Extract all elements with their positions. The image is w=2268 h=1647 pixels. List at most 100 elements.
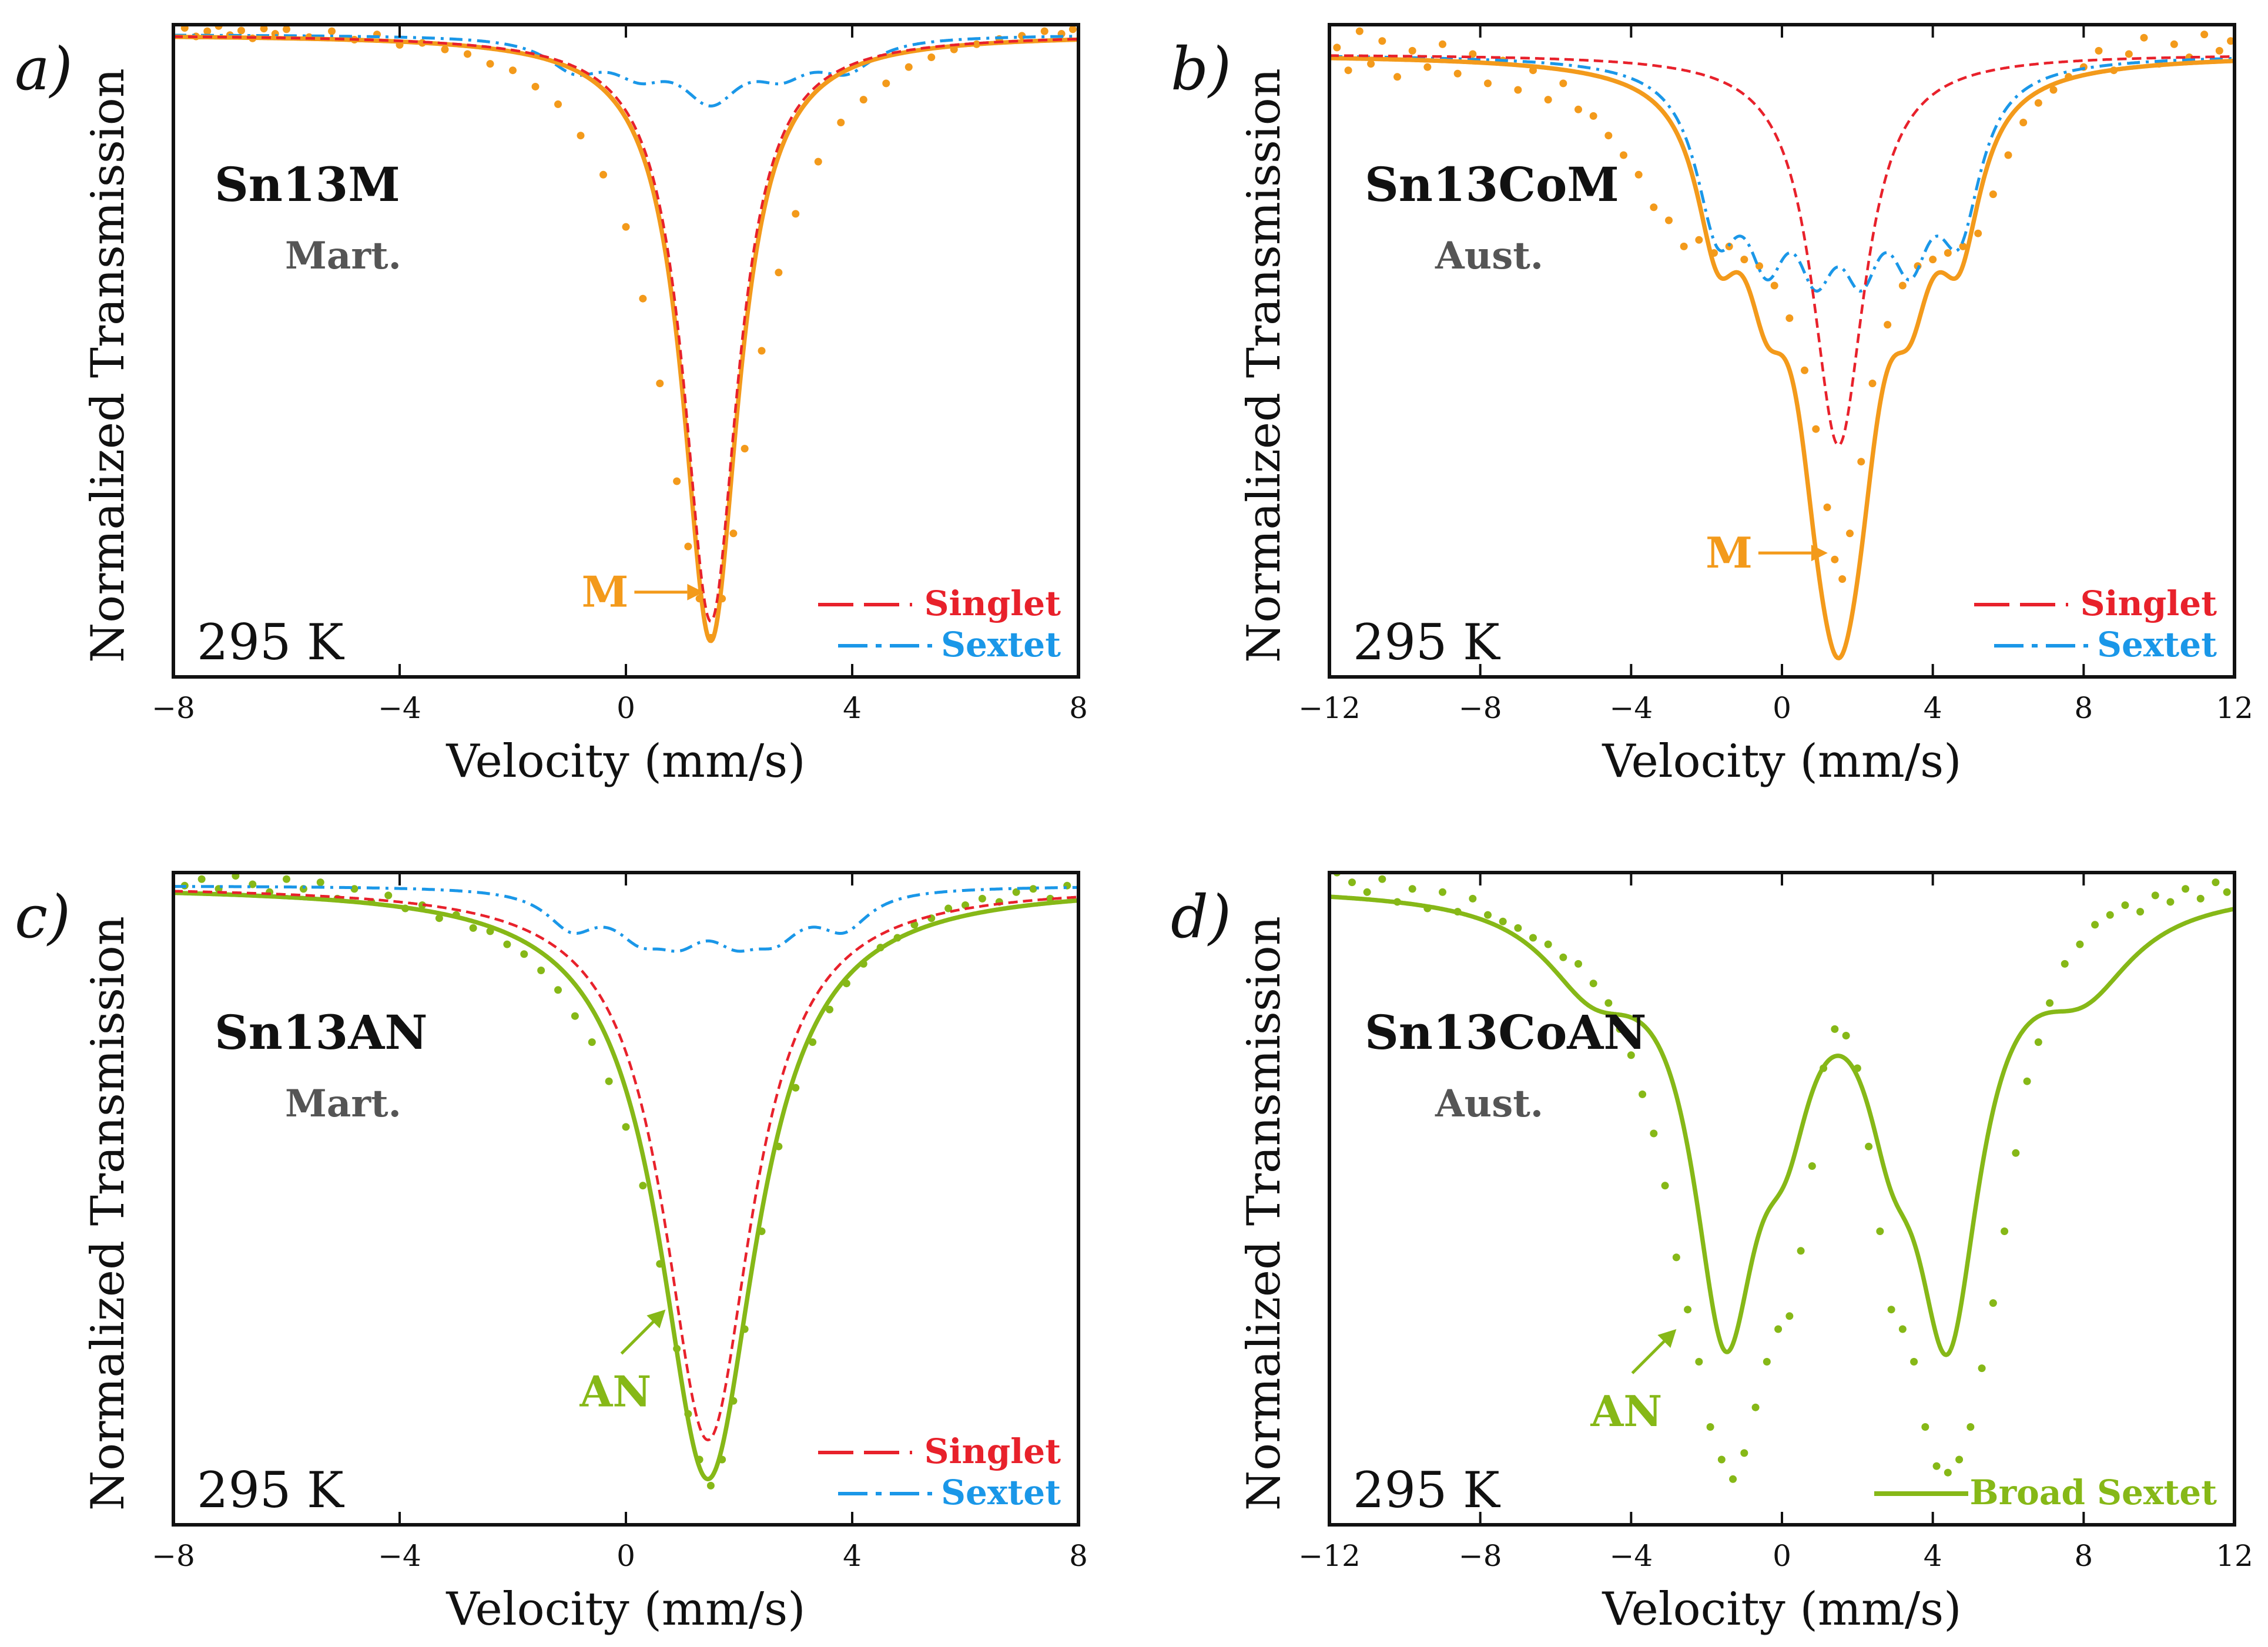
annotation-label: AN <box>1590 1386 1662 1436</box>
data-point <box>1672 1253 1680 1262</box>
data-point <box>673 477 681 485</box>
x-tick-label: 0 <box>617 1539 635 1573</box>
data-point <box>792 1084 800 1092</box>
x-tick-label: 4 <box>843 691 862 725</box>
data-point <box>384 891 393 900</box>
data-point <box>1393 73 1401 81</box>
data-point <box>684 542 692 551</box>
data-point <box>1684 1306 1692 1314</box>
x-tick-label: −4 <box>378 691 421 725</box>
data-point <box>1514 924 1522 932</box>
data-point <box>588 1038 596 1046</box>
x-tick-label: −12 <box>1298 1539 1361 1573</box>
data-point <box>1484 911 1492 919</box>
data-point <box>203 27 212 35</box>
annotation-label: AN <box>579 1367 652 1417</box>
data-point <box>464 50 471 58</box>
data-point <box>2215 46 2223 55</box>
data-point <box>1650 1129 1658 1138</box>
plot-area <box>173 873 1078 1490</box>
data-point <box>1812 425 1820 433</box>
legend-label: Sextet <box>941 625 1061 665</box>
data-point <box>2182 885 2190 893</box>
x-tick-label: 8 <box>1069 691 1088 725</box>
data-point <box>1921 1423 1929 1431</box>
data-point <box>1785 314 1794 322</box>
data-point <box>1453 69 1462 78</box>
x-tick-label: −4 <box>1609 1539 1653 1573</box>
data-point <box>2046 999 2054 1007</box>
data-point <box>1898 281 1907 290</box>
data-point <box>1831 1025 1839 1033</box>
data-point <box>1887 1306 1895 1314</box>
data-point <box>1378 37 1386 45</box>
data-point <box>2151 891 2159 900</box>
singlet-curve <box>173 890 1078 1441</box>
data-point <box>2200 31 2209 39</box>
data-point <box>599 170 607 179</box>
data-point <box>1740 256 1748 264</box>
data-point <box>792 210 800 218</box>
data-point <box>537 967 545 974</box>
data-point <box>1423 63 1432 71</box>
data-point <box>260 25 268 33</box>
data-point <box>1868 380 1877 387</box>
sextet-curve <box>173 885 1078 953</box>
y-axis-label: Normalized Transmission <box>82 916 135 1511</box>
data-point <box>639 1182 647 1190</box>
panel-c: −8 −4 0 4 8 Velocity (mm/s) Normalized Transmi… <box>15 871 1088 1636</box>
x-axis-label: Velocity (mm/s) <box>1602 1583 1961 1636</box>
data-point <box>1842 1032 1850 1039</box>
data-point <box>283 875 290 883</box>
data-point <box>1344 66 1352 75</box>
data-point <box>706 1481 715 1490</box>
sample-name: Sn13CoAN <box>1365 1005 1647 1060</box>
data-point <box>656 380 664 387</box>
data-point <box>1884 321 1892 329</box>
data-point <box>1955 1455 1964 1464</box>
data-point <box>1898 1325 1907 1333</box>
data-point <box>1559 953 1567 961</box>
data-point <box>554 986 562 994</box>
data-point <box>809 1038 817 1046</box>
data-point <box>2012 1149 2020 1157</box>
data-point <box>1770 281 1778 290</box>
panel-label: b) <box>1171 35 1231 103</box>
data-point <box>622 223 630 231</box>
data-point <box>1729 1475 1737 1483</box>
sextet-curve <box>1329 55 2235 293</box>
data-point <box>1978 1364 1986 1373</box>
data-point <box>1910 1358 1918 1366</box>
data-point <box>2049 86 2058 94</box>
data-point <box>1499 917 1507 925</box>
data-point <box>2019 119 2028 126</box>
phase-label: Mart. <box>285 1082 401 1126</box>
data-point <box>826 1005 833 1014</box>
data-point <box>554 100 562 108</box>
data-point <box>2166 898 2175 906</box>
data-point <box>1620 151 1627 159</box>
data-point <box>509 66 517 75</box>
data-point <box>1355 27 1364 35</box>
temperature-label: 295 K <box>1353 613 1501 671</box>
fit-curve <box>1329 56 2235 660</box>
phase-label: Mart. <box>285 234 401 278</box>
data-point <box>1785 1312 1794 1320</box>
data-point <box>328 27 336 35</box>
data-point <box>859 96 867 104</box>
panel-label: d) <box>1171 883 1231 951</box>
data-point <box>1974 229 1982 237</box>
data-point <box>882 79 890 88</box>
data-point <box>758 347 766 355</box>
data-point <box>1865 1142 1873 1150</box>
data-point <box>577 132 585 140</box>
data-point <box>316 878 324 887</box>
temperature-label: 295 K <box>197 613 345 671</box>
data-point <box>571 1012 579 1020</box>
data-point <box>1348 878 1356 887</box>
data-point <box>1932 1462 1941 1470</box>
data-point <box>2091 921 2099 929</box>
data-point <box>1876 1227 1884 1235</box>
x-tick-label: 4 <box>1924 1539 1942 1573</box>
data-point <box>1439 888 1446 896</box>
